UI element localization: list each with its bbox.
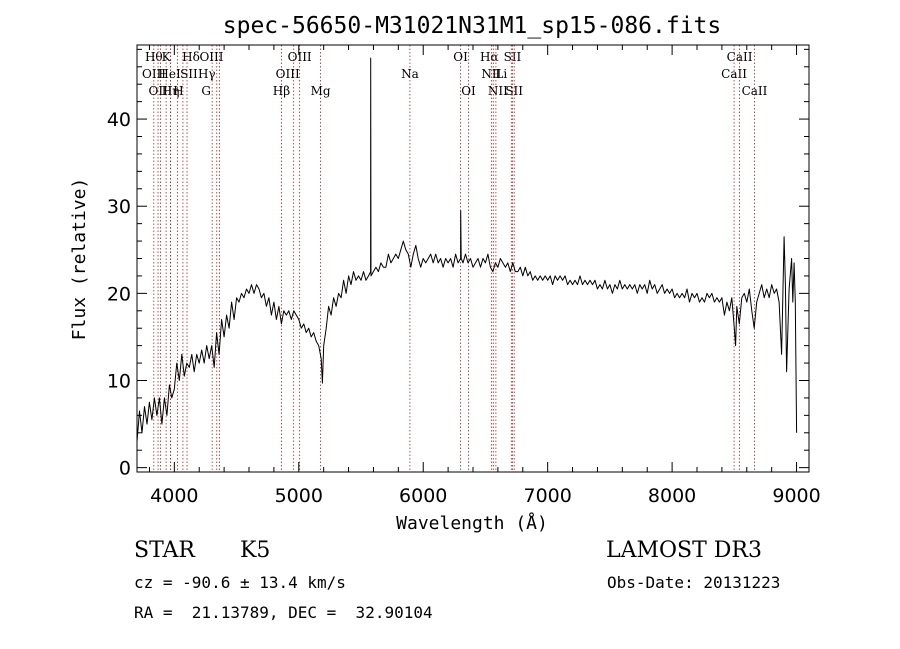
line-marker-label-11: OIII <box>199 50 223 64</box>
line-marker-label-24: SII <box>505 84 523 98</box>
line-marker-label-25: CaII <box>721 67 747 81</box>
line-marker-label-0: Hθ <box>145 50 163 64</box>
x-axis-label: Wavelength (Å) <box>396 512 548 534</box>
x-tick-label-4000: 4000 <box>150 485 198 507</box>
coordinates: RA = 21.13789, DEC = 32.90104 <box>134 603 433 622</box>
survey-name: LAMOST DR3 <box>606 538 762 563</box>
y-tick-label-40: 40 <box>107 109 131 131</box>
x-tick-label-5000: 5000 <box>275 485 323 507</box>
line-marker-label-15: Mg <box>311 84 331 98</box>
spectrum-series <box>136 57 798 442</box>
line-marker-label-21: NII <box>488 84 508 98</box>
spectrum-line-0 <box>136 57 798 442</box>
y-axis-label: Flux (relative) <box>69 178 90 341</box>
y-tick-label-0: 0 <box>119 458 131 480</box>
line-marker-label-12: Hβ <box>273 84 290 98</box>
line-marker-label-3: K <box>162 50 172 64</box>
y-tick-label-30: 30 <box>107 196 131 218</box>
line-marker-label-14: OIII <box>288 50 312 64</box>
line-marker-label-27: CaII <box>742 84 768 98</box>
line-marker-label-19: NII <box>481 67 501 81</box>
line-marker-label-10: Hγ <box>198 67 216 81</box>
line-marker-label-8: Hδ <box>182 50 200 64</box>
x-tick-label-9000: 9000 <box>772 485 820 507</box>
object-class: STAR <box>134 538 195 563</box>
line-marker-label-2: OIII <box>148 84 172 98</box>
line-marker-label-23: Li <box>495 67 507 81</box>
line-marker-label-7: SII <box>180 67 198 81</box>
y-axis: 0 10 20 30 40 <box>107 48 809 480</box>
observation-date: Obs-Date: 20131223 <box>607 573 781 592</box>
line-marker-label-20: Hα <box>480 50 499 64</box>
chart-title: spec-56650-M31021N31M1_sp15-086.fits <box>223 13 722 39</box>
line-marker-label-6: HeI <box>158 67 181 81</box>
x-tick-label-7000: 7000 <box>523 485 571 507</box>
line-marker-label-17: OI <box>453 50 468 64</box>
line-marker-label-9: G <box>201 84 211 98</box>
line-marker-label-5: H <box>173 84 183 98</box>
x-axis: 4000 5000 6000 7000 8000 9000 <box>148 45 821 507</box>
line-marker-label-22: SII <box>504 50 522 64</box>
redshift-velocity: cz = -90.6 ± 13.4 km/s <box>134 573 346 592</box>
y-tick-label-20: 20 <box>107 283 131 305</box>
line-marker-label-13: OIII <box>276 67 300 81</box>
line-marker-label-16: Na <box>401 67 419 81</box>
plot-frame <box>136 44 810 473</box>
x-tick-label-8000: 8000 <box>648 485 696 507</box>
line-marker-label-18: OI <box>461 84 476 98</box>
object-subclass: K5 <box>240 538 271 563</box>
line-marker-label-26: CaII <box>727 50 753 64</box>
y-tick-label-10: 10 <box>107 371 131 393</box>
x-tick-label-6000: 6000 <box>399 485 447 507</box>
